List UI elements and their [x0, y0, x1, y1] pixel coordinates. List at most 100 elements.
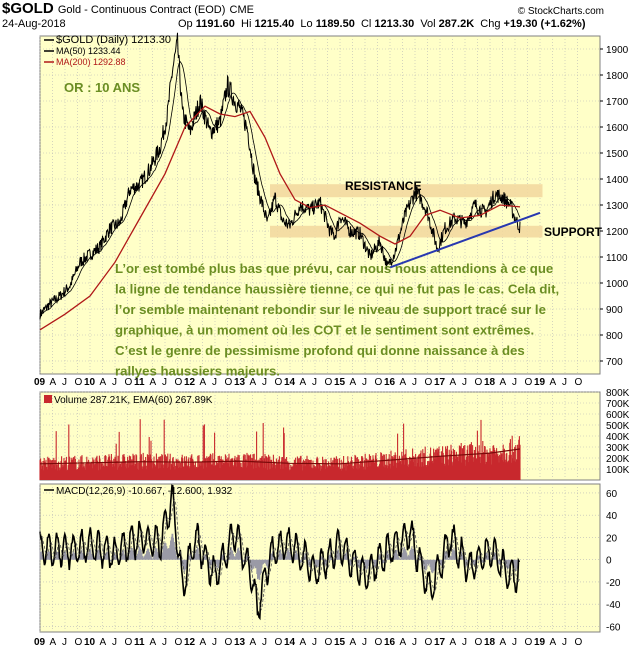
price-x-tick-label: J — [262, 377, 267, 388]
price-legend-entry: MA(50) 1233.44 — [56, 46, 121, 56]
price-x-tick-label: J — [512, 377, 517, 388]
macd-x-tick-label: 17 — [434, 637, 446, 648]
instrument-name: Gold - Continuous Contract (EOD) — [57, 4, 226, 16]
price-y-tick-label: 900 — [606, 305, 623, 316]
macd-x-tick-label: A — [350, 637, 357, 648]
price-x-tick-label: O — [175, 377, 183, 388]
commentary-line: rallyes haussiers majeurs. — [115, 364, 280, 379]
price-x-tick-label: J — [162, 377, 167, 388]
volume-y-tick-label: 100K — [606, 465, 630, 476]
macd-x-tick-label: J — [562, 637, 567, 648]
volume-legend-entry: Volume 287.21K, EMA(60) 267.89K — [54, 395, 213, 406]
volume-y-tick-label: 200K — [606, 454, 630, 465]
volume-bars — [39, 419, 521, 480]
price-y-tick-label: 1700 — [606, 97, 629, 108]
price-x-tick-label: O — [575, 377, 583, 388]
trendline — [389, 211, 541, 269]
price-x-tick-label: J — [412, 377, 417, 388]
macd-x-tick-label: O — [525, 637, 533, 648]
price-legend-entry: $GOLD (Daily) 1213.30 — [56, 34, 171, 46]
macd-x-tick-label: A — [550, 637, 557, 648]
support-band — [270, 225, 543, 238]
price-x-tick-label: 15 — [334, 377, 346, 388]
close-label: Cl — [360, 18, 372, 30]
ma50-line — [39, 60, 521, 320]
price-y-tick-label: 800 — [606, 331, 623, 342]
price-x-tick-label: 18 — [484, 377, 496, 388]
price-x-tick-label: J — [62, 377, 67, 388]
price-x-tick-label: 11 — [134, 377, 145, 388]
macd-x-tick-label: O — [475, 637, 483, 648]
chart-header: $GOLD Gold - Continuous Contract (EOD) C… — [0, 0, 637, 40]
macd-x-tick-label: O — [225, 637, 233, 648]
price-x-tick-label: 12 — [184, 377, 196, 388]
label-top-left: OR : 10 ANS — [64, 80, 140, 95]
volume-y-tick-label: 600K — [606, 410, 630, 421]
macd-x-tick-label: O — [425, 637, 433, 648]
change-value: +19.30 (+1.62%) — [503, 18, 586, 30]
macd-x-tick-label: O — [75, 637, 83, 648]
resistance-band — [270, 184, 543, 198]
price-x-tick-label: A — [150, 377, 157, 388]
volume-y-tick-label: 300K — [606, 443, 630, 454]
macd-x-tick-label: A — [450, 637, 457, 648]
macd-x-tick-label: 14 — [284, 637, 296, 648]
macd-y-tick-label: -60 — [606, 622, 621, 633]
price-x-tick-label: 16 — [384, 377, 396, 388]
macd-x-tick-label: 13 — [234, 637, 246, 648]
price-x-tick-label: 14 — [284, 377, 296, 388]
commentary-line: l’or semble maintenant rebondir sur le n… — [115, 302, 546, 317]
high-value: 1215.40 — [254, 18, 295, 30]
macd-x-tick-label: A — [150, 637, 157, 648]
low-label: Lo — [300, 18, 313, 30]
volume-y-tick-label: 500K — [606, 421, 630, 432]
price-x-tick-label: J — [362, 377, 367, 388]
open-value: 1191.60 — [195, 18, 235, 30]
price-y-tick-label: 1100 — [606, 253, 628, 264]
price-x-tick-label: A — [50, 377, 57, 388]
price-x-tick-label: J — [462, 377, 467, 388]
price-x-tick-label: A — [450, 377, 457, 388]
macd-y-tick-label: 20 — [606, 533, 618, 544]
volume-legend-swatch — [44, 395, 52, 403]
volume-ema-line — [39, 448, 521, 465]
commentary-line: la ligne de tendance haussière tienne, c… — [115, 282, 559, 297]
price-y-tick-label: 1000 — [606, 279, 629, 290]
symbol: $GOLD — [2, 0, 54, 17]
price-y-tick-label: 1800 — [606, 71, 629, 82]
price-x-tick-label: 17 — [434, 377, 446, 388]
price-x-tick-label: 09 — [34, 377, 46, 388]
price-x-tick-label: O — [475, 377, 483, 388]
low-value: 1189.50 — [315, 18, 355, 30]
macd-x-tick-label: A — [100, 637, 107, 648]
price-x-tick-label: 13 — [234, 377, 246, 388]
price-x-tick-label: 10 — [84, 377, 96, 388]
macd-y-tick-label: 40 — [606, 511, 618, 522]
macd-x-tick-label: J — [262, 637, 267, 648]
support-label: SUPPORT — [544, 225, 603, 239]
macd-x-tick-label: A — [300, 637, 307, 648]
macd-y-tick-label: 60 — [606, 489, 618, 500]
price-x-tick-label: A — [400, 377, 407, 388]
macd-x-tick-label: J — [162, 637, 167, 648]
ma200-line — [39, 105, 521, 331]
price-x-tick-label: A — [300, 377, 307, 388]
macd-x-tick-label: 15 — [334, 637, 346, 648]
price-x-tick-label: J — [112, 377, 117, 388]
macd-x-tick-label: J — [412, 637, 417, 648]
volume-value: 287.2K — [438, 18, 475, 30]
price-x-tick-label: 19 — [534, 377, 546, 388]
macd-x-tick-label: 10 — [84, 637, 96, 648]
volume-y-tick-label: 700K — [606, 399, 630, 410]
price-x-tick-label: O — [75, 377, 83, 388]
commentary-line: C’est le genre de pessimisme profond qui… — [115, 343, 525, 358]
macd-x-tick-label: A — [50, 637, 57, 648]
exchange: CME — [229, 4, 254, 16]
price-x-tick-label: O — [325, 377, 333, 388]
chart-title: $GOLD Gold - Continuous Contract (EOD) C… — [2, 0, 254, 17]
macd-x-tick-label: 12 — [184, 637, 196, 648]
resistance-label: RESISTANCE — [345, 179, 421, 193]
macd-legend-entry: MACD(12,26,9) -10.667, -12.600, 1.932 — [56, 486, 233, 497]
volume-y-tick-label: 800K — [606, 388, 630, 399]
macd-x-tick-label: 09 — [34, 637, 46, 648]
